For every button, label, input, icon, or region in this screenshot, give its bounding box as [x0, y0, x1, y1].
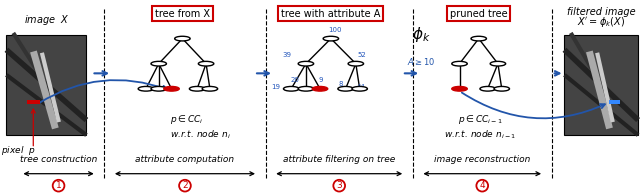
Text: tree with attribute A: tree with attribute A: [281, 8, 381, 19]
Text: tree construction: tree construction: [20, 155, 97, 164]
Text: 1: 1: [56, 181, 61, 190]
Circle shape: [189, 86, 205, 91]
Text: image reconstruction: image reconstruction: [434, 155, 531, 164]
Text: $A \geq 10$: $A \geq 10$: [407, 56, 435, 67]
Text: $X' = \phi_k(X)$: $X' = \phi_k(X)$: [577, 15, 625, 29]
Bar: [564, 35, 638, 135]
Bar: [6, 35, 86, 135]
Text: pixel  $p$: pixel $p$: [1, 144, 36, 157]
Circle shape: [338, 86, 353, 91]
Circle shape: [471, 36, 486, 41]
Text: image  $X$: image $X$: [24, 13, 69, 27]
Circle shape: [348, 61, 364, 66]
Circle shape: [480, 86, 495, 91]
Text: pruned tree: pruned tree: [450, 8, 508, 19]
Circle shape: [138, 86, 154, 91]
Text: 20: 20: [291, 77, 300, 83]
Text: w.r.t. node $n_{i-1}$: w.r.t. node $n_{i-1}$: [444, 129, 516, 141]
Circle shape: [490, 61, 506, 66]
Text: tree from X: tree from X: [155, 8, 210, 19]
Circle shape: [198, 61, 214, 66]
Circle shape: [298, 61, 314, 66]
Text: 52: 52: [357, 52, 366, 58]
Text: 9: 9: [319, 77, 323, 83]
Circle shape: [312, 86, 328, 91]
Text: 8: 8: [339, 81, 344, 87]
Text: 44: 44: [357, 84, 366, 90]
Text: 3: 3: [337, 181, 342, 190]
Text: $\phi_k$: $\phi_k$: [412, 25, 430, 44]
Circle shape: [323, 36, 339, 41]
Bar: [27, 100, 40, 104]
Text: 4: 4: [479, 181, 485, 190]
Text: 100: 100: [328, 27, 342, 33]
Text: attribute computation: attribute computation: [136, 155, 234, 164]
Text: 19: 19: [271, 84, 280, 90]
Text: w.r.t. node $n_i$: w.r.t. node $n_i$: [170, 129, 230, 141]
Text: $p \in CC_{i-1}$: $p \in CC_{i-1}$: [458, 113, 502, 126]
Text: filtered image: filtered image: [567, 7, 636, 17]
Circle shape: [175, 36, 190, 41]
Circle shape: [452, 86, 467, 91]
Circle shape: [284, 86, 299, 91]
Circle shape: [151, 86, 166, 91]
Circle shape: [298, 86, 314, 91]
Circle shape: [164, 86, 179, 91]
Circle shape: [352, 86, 367, 91]
Circle shape: [494, 86, 509, 91]
Text: attribute filtering on tree: attribute filtering on tree: [283, 155, 396, 164]
Text: $p \in CC_i$: $p \in CC_i$: [170, 113, 203, 126]
Circle shape: [452, 61, 467, 66]
Bar: [609, 100, 620, 104]
Text: 39: 39: [282, 52, 291, 58]
Circle shape: [202, 86, 218, 91]
Circle shape: [151, 61, 166, 66]
Text: 2: 2: [182, 181, 188, 190]
